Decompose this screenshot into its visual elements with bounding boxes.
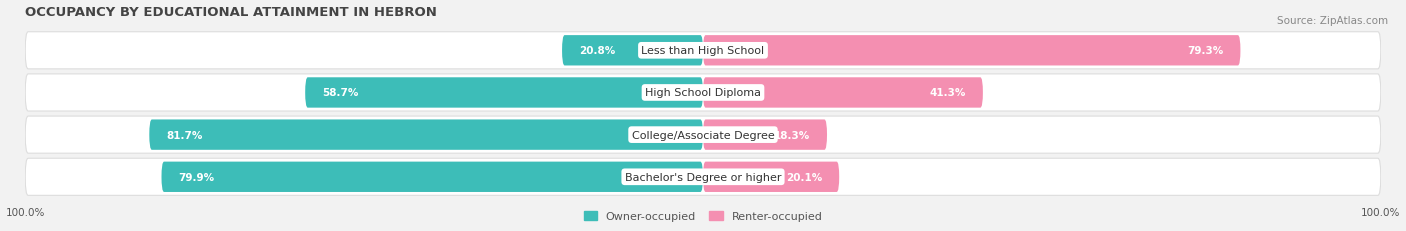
Text: 79.3%: 79.3%: [1187, 46, 1223, 56]
FancyBboxPatch shape: [25, 158, 1381, 195]
Text: OCCUPANCY BY EDUCATIONAL ATTAINMENT IN HEBRON: OCCUPANCY BY EDUCATIONAL ATTAINMENT IN H…: [25, 6, 437, 18]
FancyBboxPatch shape: [562, 36, 703, 66]
FancyBboxPatch shape: [703, 78, 983, 108]
FancyBboxPatch shape: [703, 36, 1240, 66]
FancyBboxPatch shape: [25, 75, 1381, 112]
Text: Bachelor's Degree or higher: Bachelor's Degree or higher: [624, 172, 782, 182]
Text: 20.1%: 20.1%: [786, 172, 823, 182]
Legend: Owner-occupied, Renter-occupied: Owner-occupied, Renter-occupied: [579, 207, 827, 226]
Text: High School Diploma: High School Diploma: [645, 88, 761, 98]
Text: 79.9%: 79.9%: [179, 172, 215, 182]
Text: Source: ZipAtlas.com: Source: ZipAtlas.com: [1277, 16, 1388, 26]
Text: 18.3%: 18.3%: [773, 130, 810, 140]
FancyBboxPatch shape: [162, 162, 703, 192]
Text: 58.7%: 58.7%: [322, 88, 359, 98]
FancyBboxPatch shape: [25, 117, 1381, 154]
Text: 81.7%: 81.7%: [166, 130, 202, 140]
Text: 41.3%: 41.3%: [929, 88, 966, 98]
FancyBboxPatch shape: [703, 120, 827, 150]
FancyBboxPatch shape: [25, 33, 1381, 70]
FancyBboxPatch shape: [703, 162, 839, 192]
FancyBboxPatch shape: [305, 78, 703, 108]
Text: Less than High School: Less than High School: [641, 46, 765, 56]
Text: College/Associate Degree: College/Associate Degree: [631, 130, 775, 140]
FancyBboxPatch shape: [149, 120, 703, 150]
Text: 20.8%: 20.8%: [579, 46, 616, 56]
